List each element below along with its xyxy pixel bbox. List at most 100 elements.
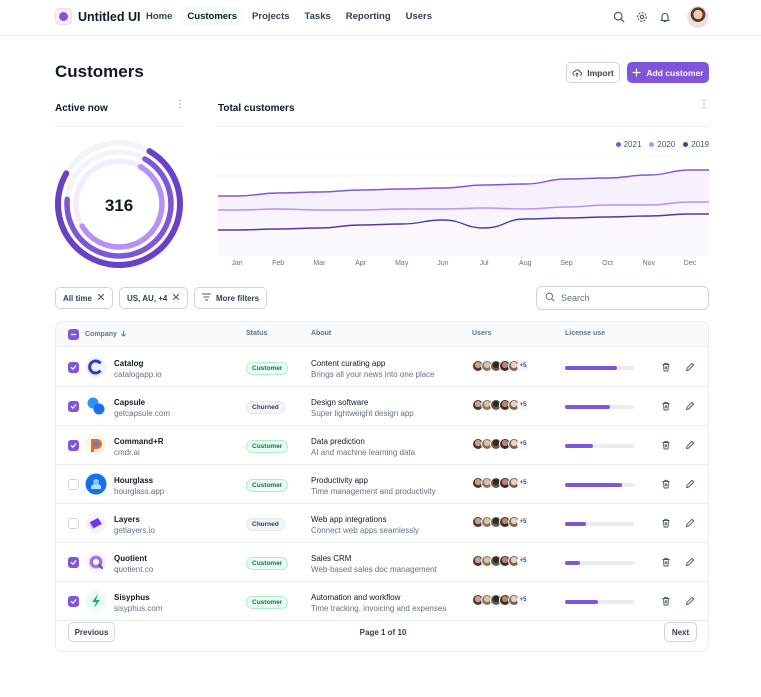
company-name: Hourglass	[114, 476, 154, 485]
nav-item-users[interactable]: Users	[405, 11, 433, 22]
nav-item-customers[interactable]: Customers	[181, 7, 244, 26]
status-badge: Customer	[246, 557, 289, 570]
about-title: Data prediction	[311, 437, 365, 446]
x-tick-label: Jun	[437, 260, 449, 267]
active-now-value: 316	[105, 196, 133, 215]
users-more-count: +5	[517, 477, 529, 489]
search-field[interactable]	[536, 286, 709, 310]
table-header: Company Status About Users License use	[56, 322, 708, 347]
app-logo[interactable]: Untitled UI	[55, 8, 141, 25]
nav-item-home[interactable]: Home	[146, 11, 173, 22]
total-customers-more-icon[interactable]: ⋮	[699, 99, 709, 110]
edit-pencil-icon[interactable]	[684, 478, 696, 490]
table-row[interactable]: Catalog catalogapp.io Customer Content c…	[56, 348, 708, 387]
row-checkbox[interactable]	[68, 440, 79, 451]
previous-page-button[interactable]: Previous	[68, 622, 115, 642]
nav-item-reporting[interactable]: Reporting	[345, 11, 391, 22]
company-name: Command+R	[114, 437, 164, 446]
edit-pencil-icon[interactable]	[684, 400, 696, 412]
users-more-count: +5	[517, 555, 529, 567]
row-checkbox[interactable]	[68, 479, 79, 490]
search-icon[interactable]	[612, 10, 626, 24]
trash-icon[interactable]	[660, 595, 672, 607]
trash-icon[interactable]	[660, 439, 672, 451]
trash-icon[interactable]	[660, 400, 672, 412]
status-badge: Customer	[246, 479, 289, 492]
active-now-more-icon[interactable]: ⋮	[175, 99, 185, 110]
edit-pencil-icon[interactable]	[684, 595, 696, 607]
users-avatar-group: +5	[472, 594, 529, 606]
trash-icon[interactable]	[660, 556, 672, 568]
edit-pencil-icon[interactable]	[684, 517, 696, 529]
column-header-company[interactable]: Company	[85, 330, 127, 339]
catalog-logo-icon	[85, 356, 107, 378]
import-button-label: Import	[587, 67, 614, 78]
legend-label: 2021	[623, 140, 642, 149]
license-use-bar	[565, 405, 634, 409]
row-checkbox[interactable]	[68, 596, 79, 607]
about-title: Automation and workflow	[311, 593, 401, 602]
row-checkbox[interactable]	[68, 401, 79, 412]
import-button[interactable]: Import	[566, 62, 620, 83]
legend-label: 2019	[691, 140, 709, 149]
user-avatar[interactable]	[687, 6, 709, 28]
add-customer-button[interactable]: Add customer	[627, 62, 709, 83]
filter-chip-region[interactable]: US, AU, +4	[119, 287, 189, 309]
search-input[interactable]	[561, 293, 700, 303]
trash-icon[interactable]	[660, 517, 672, 529]
top-navigation-bar: Untitled UI Home Customers Projects Task…	[0, 0, 761, 36]
table-row[interactable]: Layers getlayers.io Churned Web app inte…	[56, 504, 708, 543]
customers-table: Company Status About Users License use C…	[55, 321, 709, 652]
next-page-button[interactable]: Next	[664, 622, 697, 642]
nav-item-projects[interactable]: Projects	[252, 11, 290, 22]
license-use-bar	[565, 522, 634, 526]
page-title: Customers	[55, 62, 144, 81]
layers-logo-icon	[85, 512, 107, 534]
edit-pencil-icon[interactable]	[684, 556, 696, 568]
license-use-bar	[565, 366, 634, 370]
total-customers-title: Total customers	[218, 103, 295, 114]
sisyphus-logo-icon	[85, 590, 107, 612]
more-filters-button[interactable]: More filters	[194, 287, 268, 309]
table-row[interactable]: Quotient quotient.co Customer Sales CRM …	[56, 543, 708, 582]
trash-icon[interactable]	[660, 478, 672, 490]
table-row[interactable]: Capsule getcapsule.com Churned Design so…	[56, 387, 708, 426]
trash-icon[interactable]	[660, 361, 672, 373]
table-row[interactable]: Command+R cmdr.ai Customer Data predicti…	[56, 426, 708, 465]
about-title: Productivity app	[311, 476, 368, 485]
company-name: Layers	[114, 515, 140, 524]
status-badge: Churned	[246, 401, 285, 414]
table-row[interactable]: Sisyphus sisyphus.com Customer Automatio…	[56, 582, 708, 621]
column-header-label: Company	[85, 331, 117, 338]
arrow-down-icon	[120, 330, 127, 339]
users-avatar-group: +5	[472, 399, 529, 411]
x-tick-label: May	[395, 260, 409, 267]
about-description: Brings all your news into one place	[311, 370, 435, 379]
notification-bell-icon[interactable]	[658, 10, 672, 24]
x-tick-label: Dec	[683, 260, 697, 267]
select-all-checkbox[interactable]	[68, 329, 79, 340]
table-row[interactable]: Hourglass hourglass.app Customer Product…	[56, 465, 708, 504]
company-name: Quotient	[114, 554, 147, 563]
close-icon[interactable]	[172, 293, 180, 303]
column-header-status: Status	[246, 330, 268, 337]
row-checkbox[interactable]	[68, 362, 79, 373]
ring-progress	[64, 149, 174, 259]
edit-pencil-icon[interactable]	[684, 439, 696, 451]
edit-pencil-icon[interactable]	[684, 361, 696, 373]
about-description: AI and machine learning data	[311, 448, 416, 457]
settings-gear-icon[interactable]	[635, 10, 649, 24]
nav-item-tasks[interactable]: Tasks	[304, 11, 331, 22]
filter-chip-all-time[interactable]: All time	[55, 287, 113, 309]
status-badge: Customer	[246, 362, 289, 375]
company-website: hourglass.app	[114, 487, 165, 496]
more-filters-label: More filters	[216, 293, 260, 303]
row-checkbox[interactable]	[68, 557, 79, 568]
users-more-count: +5	[517, 438, 529, 450]
company-website: quotient.co	[114, 565, 154, 574]
row-checkbox[interactable]	[68, 518, 79, 529]
close-icon[interactable]	[97, 293, 105, 303]
about-title: Content curating app	[311, 359, 386, 368]
filter-chip-label: US, AU, +4	[127, 293, 168, 303]
header-actions	[612, 6, 709, 28]
